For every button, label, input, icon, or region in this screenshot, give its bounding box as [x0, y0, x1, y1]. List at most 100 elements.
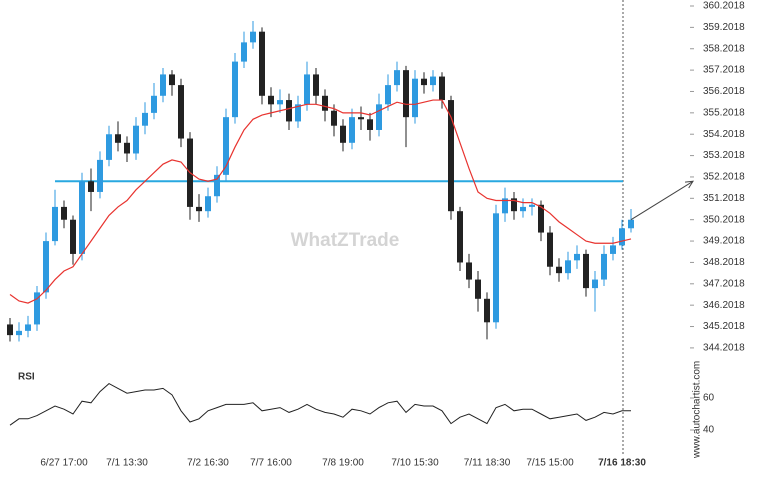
- candle-body: [619, 228, 625, 246]
- candle-body: [610, 245, 616, 254]
- candle-body: [259, 31, 265, 96]
- candle-body: [295, 104, 301, 122]
- candle-body: [448, 100, 454, 212]
- y-tick-label: 351.2018: [703, 193, 745, 204]
- candle-body: [385, 85, 391, 105]
- candle-body: [16, 330, 22, 336]
- y-tick-label: 344.2018: [703, 343, 745, 354]
- x-tick-label: 7/10 15:30: [391, 458, 439, 469]
- candle-body: [574, 253, 580, 261]
- y-tick-label: 360.2018: [703, 1, 745, 12]
- y-tick-label: 353.2018: [703, 150, 745, 161]
- candle-body: [394, 70, 400, 86]
- candle-body: [556, 266, 562, 274]
- x-tick-label: 7/16 18:30: [598, 458, 646, 469]
- y-tick-label: 352.2018: [703, 172, 745, 183]
- candle-body: [304, 74, 310, 105]
- x-tick-label: 7/15 15:00: [526, 458, 574, 469]
- candle-body: [331, 110, 337, 126]
- candle-body: [457, 211, 463, 263]
- forecast-arrow: [630, 180, 694, 221]
- candle-body: [169, 74, 175, 86]
- candle-body: [520, 206, 526, 212]
- y-tick-label: 358.2018: [703, 43, 745, 54]
- candle-body: [340, 125, 346, 143]
- candle-body: [547, 232, 553, 267]
- candle-body: [421, 78, 427, 86]
- candle-body: [25, 324, 31, 331]
- y-tick-label: 348.2018: [703, 257, 745, 268]
- rsi-line: [9, 382, 631, 426]
- x-tick-label: 7/1 13:30: [106, 458, 148, 469]
- candle-body: [286, 100, 292, 122]
- y-tick-label: 60: [703, 393, 715, 404]
- y-tick-label: 354.2018: [703, 129, 745, 140]
- candle-body: [43, 241, 49, 293]
- candle-body: [322, 95, 328, 111]
- moving-average: [9, 99, 632, 304]
- candle-body: [178, 85, 184, 139]
- candle-body: [7, 324, 13, 336]
- candle-body: [313, 74, 319, 96]
- candle-body: [511, 198, 517, 212]
- candle-body: [133, 125, 139, 154]
- y-tick-label: 349.2018: [703, 236, 745, 247]
- candle-body: [70, 219, 76, 254]
- rsi-title: RSI: [18, 372, 35, 383]
- candle-body: [601, 253, 607, 280]
- candle-body: [124, 142, 130, 154]
- x-tick-label: 6/27 17:00: [40, 458, 88, 469]
- candle-body: [430, 76, 436, 86]
- source: www.autochartist.com: [692, 361, 703, 459]
- y-tick-label: 357.2018: [703, 65, 745, 76]
- candle-body: [466, 262, 472, 280]
- candle-body: [475, 279, 481, 299]
- y-tick-label: 40: [703, 425, 715, 436]
- candle-body: [367, 119, 373, 130]
- candle-body: [160, 74, 166, 96]
- candle-body: [151, 95, 157, 113]
- x-tick-label: 7/8 19:00: [322, 458, 364, 469]
- candle-body: [88, 181, 94, 192]
- candle-body: [223, 117, 229, 175]
- candle-body: [583, 253, 589, 289]
- candle-body: [250, 31, 256, 43]
- y-tick-label: 347.2018: [703, 278, 745, 289]
- candle-body: [214, 174, 220, 197]
- candle-body: [403, 70, 409, 118]
- candle-body: [376, 104, 382, 130]
- candle-body: [241, 42, 247, 62]
- candle-body: [592, 279, 598, 289]
- candle-body: [502, 198, 508, 214]
- candle-body: [115, 134, 121, 143]
- x-tick-label: 7/7 16:00: [250, 458, 292, 469]
- watermark: WhatZTrade: [291, 230, 400, 251]
- forecast-arrow-head: [684, 180, 694, 189]
- candle-body: [79, 181, 85, 254]
- candle-body: [205, 196, 211, 212]
- y-tick-label: 359.2018: [703, 22, 745, 33]
- y-tick-label: 350.2018: [703, 214, 745, 225]
- candle-body: [538, 204, 544, 233]
- candle-body: [628, 219, 634, 229]
- candle-body: [232, 61, 238, 118]
- candle-body: [565, 260, 571, 274]
- y-tick-label: 345.2018: [703, 321, 745, 332]
- y-tick-label: 356.2018: [703, 86, 745, 97]
- y-tick-label: 346.2018: [703, 300, 745, 311]
- candle-body: [34, 292, 40, 325]
- candle-body: [106, 134, 112, 160]
- candle-body: [97, 159, 103, 192]
- candle-body: [268, 95, 274, 105]
- candle-body: [196, 206, 202, 212]
- candle-body: [349, 117, 355, 143]
- candle-body: [61, 206, 67, 220]
- candle-body: [412, 78, 418, 118]
- candle-body: [358, 117, 364, 120]
- candle-body: [529, 204, 535, 207]
- candle-body: [52, 206, 58, 242]
- candle-body: [484, 298, 490, 323]
- y-tick-label: 355.2018: [703, 107, 745, 118]
